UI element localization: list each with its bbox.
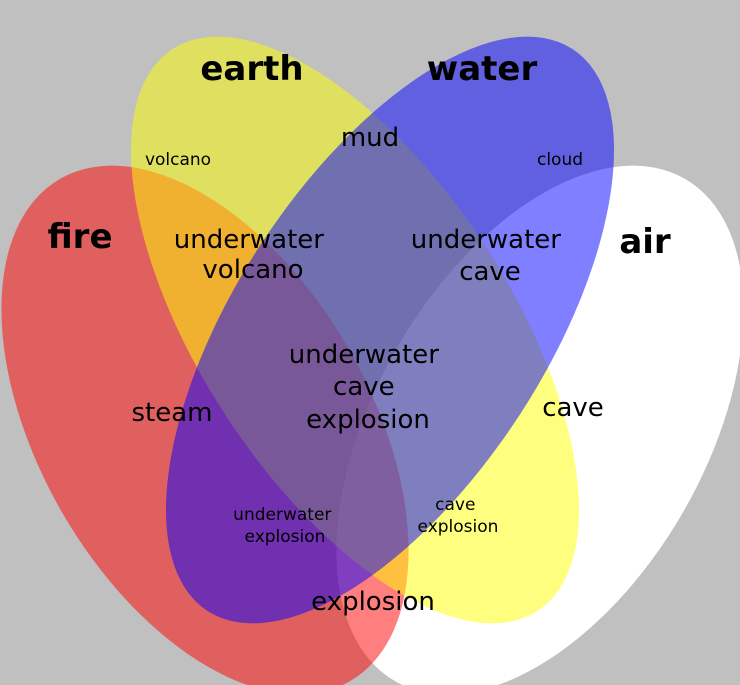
- set-label-air: air: [619, 222, 671, 262]
- region-underwater-cave-explosion-line-2: cave: [333, 372, 395, 402]
- set-label-fire: fire: [47, 217, 112, 257]
- region-underwater-explosion: underwater explosion: [233, 505, 337, 547]
- region-mud: mud: [341, 123, 399, 153]
- region-cave: cave: [542, 393, 604, 423]
- region-underwater-volcano-line-2: volcano: [202, 255, 303, 285]
- region-underwater-explosion-line-1: underwater: [233, 505, 331, 525]
- region-underwater-cave-explosion-line-1: underwater: [289, 340, 440, 370]
- region-cave-explosion-line-2: explosion: [418, 517, 499, 537]
- region-cave-explosion: cave explosion: [418, 495, 499, 537]
- region-underwater-cave-explosion-line-3: explosion: [306, 405, 430, 435]
- region-underwater-cave-line-1: underwater: [411, 225, 562, 255]
- region-underwater-volcano-line-1: underwater: [174, 225, 325, 255]
- ellipse-water: [165, 36, 615, 624]
- region-cave-explosion-line-1: cave: [435, 495, 475, 515]
- region-underwater-volcano: underwater volcano: [174, 225, 333, 285]
- region-steam: steam: [132, 398, 213, 428]
- region-underwater-cave: underwater cave: [411, 225, 570, 287]
- set-labels: earth water fire air: [47, 49, 670, 262]
- region-underwater-explosion-line-2: explosion: [245, 527, 326, 547]
- set-label-water: water: [427, 49, 538, 89]
- region-labels: volcano mud cloud underwater volcano und…: [132, 123, 604, 617]
- region-volcano: volcano: [145, 150, 211, 170]
- region-underwater-cave-line-2: cave: [459, 257, 521, 287]
- set-label-earth: earth: [200, 49, 303, 89]
- region-explosion: explosion: [311, 587, 435, 617]
- region-underwater-cave-explosion: underwater cave explosion: [289, 340, 448, 435]
- region-cloud: cloud: [537, 150, 583, 170]
